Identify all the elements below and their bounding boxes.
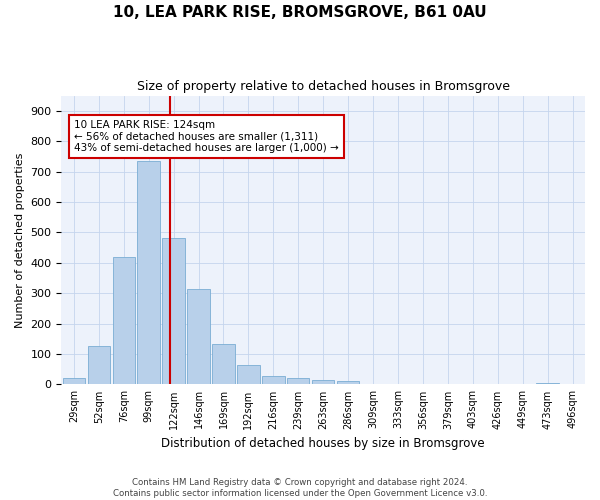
Bar [137,161,160,384]
Title: Size of property relative to detached houses in Bromsgrove: Size of property relative to detached ho… [137,80,510,93]
Bar [163,238,185,384]
Bar [237,364,260,384]
Text: Contains HM Land Registry data © Crown copyright and database right 2024.
Contai: Contains HM Land Registry data © Crown c… [113,478,487,498]
Bar [212,344,235,385]
Bar [113,256,135,384]
Bar [88,346,110,385]
Bar [62,378,85,384]
Bar [536,383,559,384]
Bar [262,376,284,384]
Bar [337,382,359,384]
Bar [312,380,334,384]
Y-axis label: Number of detached properties: Number of detached properties [15,152,25,328]
Bar [287,378,310,384]
X-axis label: Distribution of detached houses by size in Bromsgrove: Distribution of detached houses by size … [161,437,485,450]
Text: 10 LEA PARK RISE: 124sqm
← 56% of detached houses are smaller (1,311)
43% of sem: 10 LEA PARK RISE: 124sqm ← 56% of detach… [74,120,339,153]
Text: 10, LEA PARK RISE, BROMSGROVE, B61 0AU: 10, LEA PARK RISE, BROMSGROVE, B61 0AU [113,5,487,20]
Bar [187,288,210,384]
